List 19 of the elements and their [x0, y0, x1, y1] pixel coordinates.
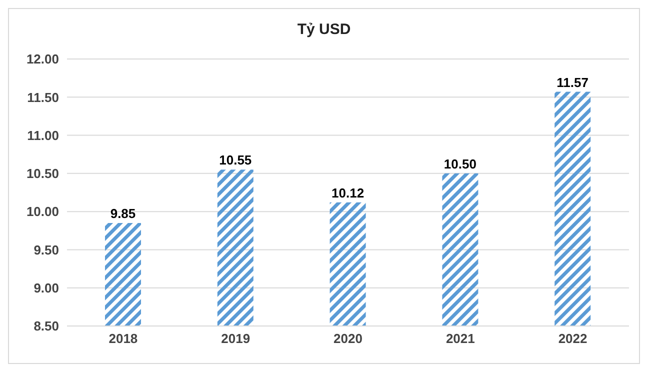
x-tick-label: 2019	[221, 331, 250, 346]
y-tick-label: 11.00	[27, 128, 59, 143]
x-tick-label: 2020	[334, 331, 362, 346]
data-label: 10.12	[332, 185, 364, 200]
y-tick-label: 10.50	[26, 166, 59, 182]
y-tick-label: 9.50	[34, 242, 59, 258]
data-label: 9.85	[110, 206, 136, 222]
x-tick-label: 2021	[446, 331, 475, 346]
data-label: 11.57	[556, 74, 589, 90]
y-tick-label: 8.50	[34, 318, 59, 334]
y-tick-label: 10.00	[26, 204, 59, 220]
y-tick-label: 12.00	[26, 52, 59, 67]
data-label: 10.55	[219, 152, 252, 168]
chart-title: Tỷ USD	[296, 20, 352, 40]
x-tick-label: 2022	[558, 331, 588, 346]
y-tick-label: 11.50	[27, 90, 59, 105]
x-tick-label: 2018	[108, 331, 138, 346]
y-tick-label: 9.00	[34, 280, 59, 296]
data-label: 10.50	[444, 156, 476, 172]
